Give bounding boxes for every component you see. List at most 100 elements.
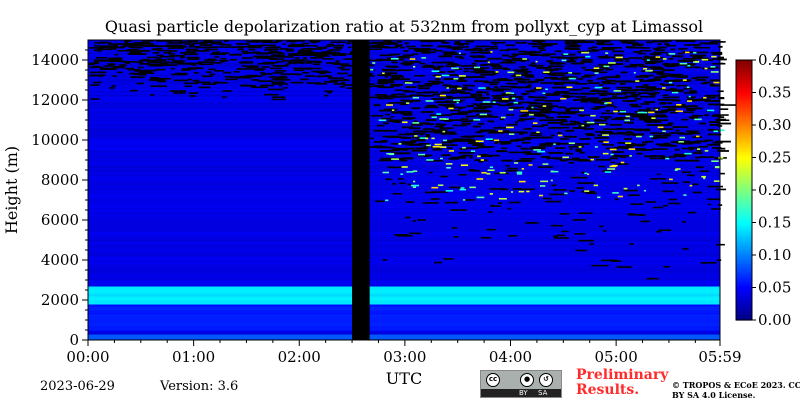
no-data-streak bbox=[655, 143, 671, 146]
no-data-streak bbox=[403, 100, 413, 103]
no-data-streak bbox=[667, 108, 677, 111]
no-data-streak bbox=[605, 68, 614, 71]
heatmap-band bbox=[88, 338, 720, 341]
no-data-streak bbox=[402, 126, 414, 129]
no-data-streak bbox=[433, 131, 449, 134]
no-data-streak bbox=[394, 53, 400, 56]
no-data-streak bbox=[710, 40, 723, 43]
no-data-streak bbox=[553, 81, 565, 84]
no-data-streak bbox=[264, 46, 274, 49]
no-data-streak bbox=[423, 91, 439, 94]
no-data-streak bbox=[525, 153, 541, 155]
no-data-streak bbox=[367, 59, 384, 62]
no-data-streak bbox=[134, 42, 151, 44]
no-data-streak bbox=[475, 45, 490, 48]
no-data-streak bbox=[608, 76, 619, 79]
no-data-streak bbox=[269, 58, 285, 60]
heatmap-band bbox=[88, 190, 720, 193]
colorbar-segment bbox=[736, 114, 752, 117]
no-data-streak bbox=[499, 100, 510, 103]
no-data-streak bbox=[664, 63, 669, 65]
noise-speckle bbox=[693, 51, 697, 54]
no-data-streak bbox=[104, 65, 115, 67]
no-data-streak bbox=[595, 158, 611, 161]
no-data-streak bbox=[450, 209, 467, 211]
colorbar-segment bbox=[736, 60, 752, 63]
no-data-streak bbox=[706, 198, 721, 201]
no-data-streak bbox=[583, 120, 590, 123]
noise-speckle bbox=[390, 57, 399, 60]
no-data-streak bbox=[431, 61, 443, 64]
no-data-streak bbox=[619, 113, 635, 115]
no-data-streak bbox=[447, 86, 461, 89]
noise-speckle bbox=[441, 74, 450, 77]
no-data-streak bbox=[386, 57, 393, 60]
no-data-streak bbox=[652, 119, 669, 121]
no-data-streak bbox=[636, 152, 643, 155]
x-tick-label: 04:00 bbox=[489, 348, 532, 366]
no-data-streak bbox=[628, 214, 646, 216]
no-data-streak bbox=[505, 79, 513, 82]
heatmap-band bbox=[88, 252, 720, 255]
no-data-streak bbox=[412, 53, 419, 56]
no-data-streak bbox=[589, 243, 594, 245]
no-data-streak bbox=[395, 44, 403, 47]
no-data-streak bbox=[508, 102, 522, 105]
noise-speckle bbox=[694, 118, 702, 121]
heatmap-band bbox=[88, 84, 720, 87]
no-data-streak bbox=[513, 77, 523, 80]
noise-speckle bbox=[511, 97, 516, 100]
no-data-streak bbox=[346, 42, 352, 45]
no-data-streak bbox=[473, 143, 482, 145]
no-data-streak bbox=[424, 82, 440, 85]
noise-speckle bbox=[442, 130, 446, 133]
no-data-streak bbox=[581, 171, 586, 174]
colorbar-segment bbox=[736, 250, 752, 254]
no-data-streak bbox=[112, 66, 125, 69]
noise-speckle bbox=[635, 135, 642, 138]
no-data-streak bbox=[387, 166, 402, 169]
no-data-streak bbox=[316, 71, 331, 74]
no-data-streak bbox=[192, 49, 199, 52]
y-tick-label: 8000 bbox=[41, 171, 79, 189]
heatmap-band bbox=[88, 276, 720, 279]
no-data-streak bbox=[383, 69, 394, 72]
heatmap-band bbox=[88, 104, 720, 107]
no-data-streak bbox=[403, 114, 413, 116]
colorbar-segment bbox=[736, 83, 752, 87]
noise-speckle bbox=[469, 186, 476, 189]
no-data-streak bbox=[638, 109, 651, 112]
heatmap-band bbox=[88, 52, 720, 55]
no-data-streak bbox=[630, 80, 640, 83]
heatmap-band bbox=[88, 302, 720, 305]
no-data-streak bbox=[493, 43, 497, 46]
no-data-streak bbox=[565, 45, 580, 48]
no-data-streak bbox=[559, 159, 568, 162]
colorbar-segment bbox=[736, 231, 752, 234]
noise-speckle bbox=[391, 109, 395, 112]
no-data-streak bbox=[646, 107, 651, 110]
no-data-streak bbox=[100, 41, 110, 44]
no-data-streak bbox=[453, 235, 459, 238]
noise-speckle bbox=[568, 142, 575, 145]
colorbar-segment bbox=[736, 109, 752, 113]
no-data-streak bbox=[487, 131, 505, 134]
no-data-streak bbox=[577, 50, 588, 53]
no-data-streak bbox=[618, 80, 632, 83]
no-data-streak bbox=[525, 90, 536, 93]
no-data-streak bbox=[437, 71, 446, 74]
no-data-streak bbox=[609, 63, 624, 65]
colorbar-segment bbox=[736, 177, 752, 180]
no-data-streak bbox=[319, 72, 326, 75]
colorbar-segment bbox=[736, 289, 752, 293]
no-data-streak bbox=[610, 161, 615, 164]
noise-speckle bbox=[609, 148, 617, 151]
no-data-streak bbox=[431, 81, 440, 84]
heatmap-band bbox=[88, 330, 720, 333]
no-data-streak bbox=[117, 71, 123, 74]
noise-speckle bbox=[486, 172, 491, 175]
noise-speckle bbox=[584, 172, 588, 175]
heatmap-band bbox=[88, 264, 720, 267]
no-data-streak bbox=[674, 148, 680, 151]
no-data-streak bbox=[383, 40, 392, 43]
